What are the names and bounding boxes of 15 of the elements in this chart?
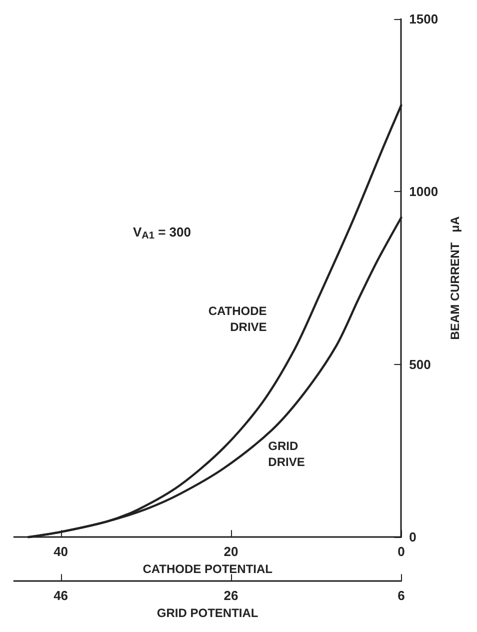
y-axis-title: BEAM CURRENT μA bbox=[448, 216, 462, 340]
x2-tick-label: 6 bbox=[398, 588, 405, 604]
x-tick-label: 0 bbox=[398, 544, 405, 560]
y-tick-label: 1000 bbox=[409, 184, 438, 200]
x-tick-label: 40 bbox=[54, 544, 68, 560]
x2-tick-label: 26 bbox=[224, 588, 238, 604]
series-label: GRID DRIVE bbox=[268, 439, 305, 470]
x-tick-label: 20 bbox=[224, 544, 238, 560]
x2-axis-title: GRID POTENTIAL bbox=[156, 606, 258, 620]
y-tick-label: 500 bbox=[409, 356, 431, 372]
x-axis-title: CATHODE POTENTIAL bbox=[142, 562, 272, 576]
x2-tick-label: 46 bbox=[54, 588, 68, 604]
text: CATHODE DRIVE bbox=[208, 304, 267, 334]
y-tick-label: 0 bbox=[409, 530, 416, 545]
y-tick-label: 1500 bbox=[409, 12, 438, 26]
